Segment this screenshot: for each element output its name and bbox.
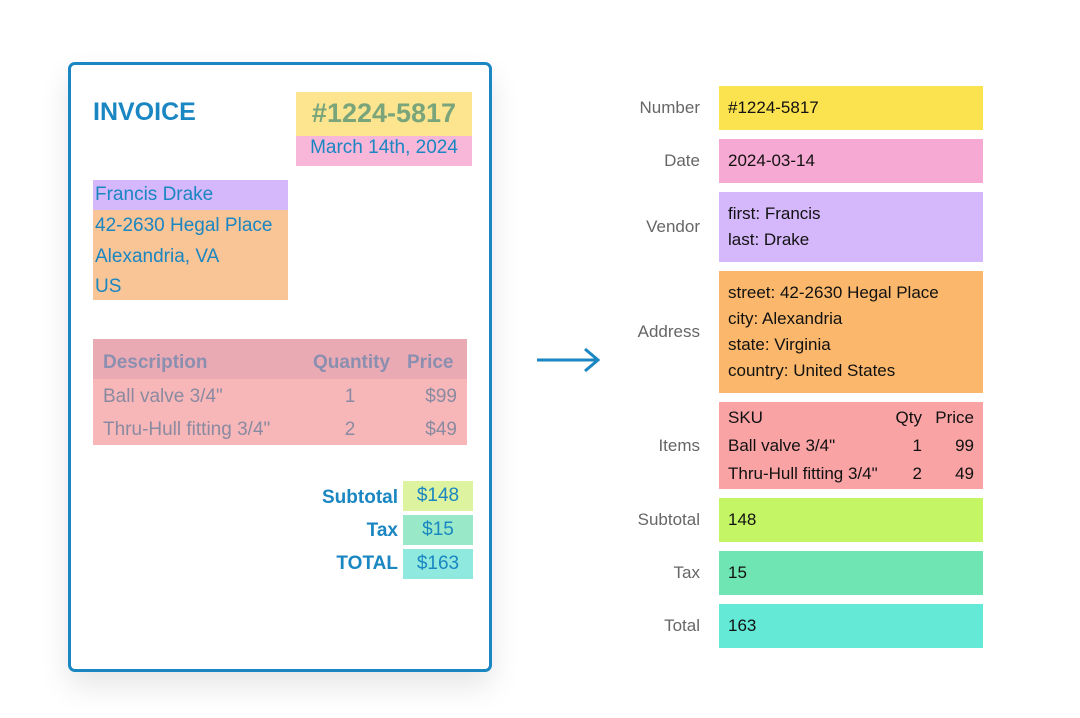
tax-value: $15 [422, 519, 454, 540]
item-qty: 1 [912, 436, 922, 455]
total-label: TOTAL [336, 553, 398, 574]
field-label-number: Number [639, 98, 700, 117]
field-number: #1224-5817 [719, 86, 983, 130]
vendor-last: last: Drake [728, 230, 810, 249]
field-value-total: 163 [728, 616, 757, 635]
field-label-items: Items [658, 436, 700, 455]
field-label-total: Total [664, 616, 700, 635]
invoice-title: INVOICE [93, 98, 196, 126]
vendor-name: Francis Drake [95, 184, 214, 205]
items-header-row: SKU Qty Price [728, 404, 974, 432]
invoice-date-highlight [296, 136, 472, 166]
field-label-address: Address [637, 322, 700, 341]
total-value: $163 [416, 553, 460, 574]
table-cell-description: Ball valve 3/4" [103, 386, 223, 407]
address-street: street: 42-2630 Hegal Place [728, 283, 939, 302]
field-value-date: 2024-03-14 [728, 151, 815, 170]
table-header-description: Description [103, 352, 208, 373]
item-price: 49 [955, 464, 974, 483]
item-sku: Thru-Hull fitting 3/4" [728, 464, 878, 483]
field-vendor: first: Francis last: Drake [719, 192, 983, 262]
invoice-date: March 14th, 2024 [310, 137, 458, 158]
item-sku: Ball valve 3/4" [728, 436, 836, 455]
address-line: Alexandria, VA [95, 246, 220, 267]
address-country: country: United States [728, 361, 896, 380]
field-label-vendor: Vendor [646, 217, 700, 236]
items-row: Thru-Hull fitting 3/4" 2 49 [728, 460, 974, 488]
table-cell-price: $49 [425, 419, 457, 440]
table-cell-quantity: 2 [344, 419, 356, 440]
item-price: 99 [955, 436, 974, 455]
address-highlight [93, 210, 288, 300]
items-header-price: Price [935, 408, 974, 427]
address-line: US [95, 276, 122, 297]
items-header-sku: SKU [728, 408, 763, 427]
field-label-subtotal: Subtotal [637, 510, 700, 529]
total-highlight [403, 549, 473, 579]
item-qty: 2 [912, 464, 922, 483]
field-label-tax: Tax [673, 563, 700, 582]
items-row: Ball valve 3/4" 1 99 [728, 432, 974, 460]
items-table-header [93, 339, 467, 379]
table-cell-price: $99 [425, 386, 457, 407]
table-cell-description: Thru-Hull fitting 3/4" [103, 419, 271, 440]
subtotal-value: $148 [416, 485, 460, 506]
vendor-first: first: Francis [728, 204, 821, 223]
address-city: city: Alexandria [728, 309, 843, 328]
table-cell-quantity: 1 [344, 386, 356, 407]
field-address: street: 42-2630 Hegal Place city: Alexan… [719, 271, 983, 393]
tax-label: Tax [366, 520, 398, 541]
tax-highlight [403, 515, 473, 545]
table-header-price: Price [407, 352, 454, 373]
subtotal-label: Subtotal [322, 487, 398, 508]
arrow-right-icon [537, 347, 601, 373]
field-value-tax: 15 [728, 563, 747, 582]
items-header-qty: Qty [895, 408, 922, 427]
address-state: state: Virginia [728, 335, 831, 354]
invoice-number-highlight [296, 92, 472, 136]
field-total: 163 [719, 604, 983, 648]
field-items: SKU Qty Price Ball valve 3/4" 1 99 Thru-… [719, 402, 983, 489]
field-value-subtotal: 148 [728, 510, 757, 529]
field-subtotal: 148 [719, 498, 983, 542]
field-label-date: Date [664, 151, 700, 170]
vendor-highlight [93, 180, 288, 210]
invoice-number: #1224-5817 [311, 98, 457, 128]
table-header-quantity: Quantity [313, 352, 391, 373]
address-line: 42-2630 Hegal Place [95, 215, 273, 236]
field-tax: 15 [719, 551, 983, 595]
field-date: 2024-03-14 [719, 139, 983, 183]
field-value-number: #1224-5817 [728, 98, 819, 117]
subtotal-highlight [403, 481, 473, 511]
